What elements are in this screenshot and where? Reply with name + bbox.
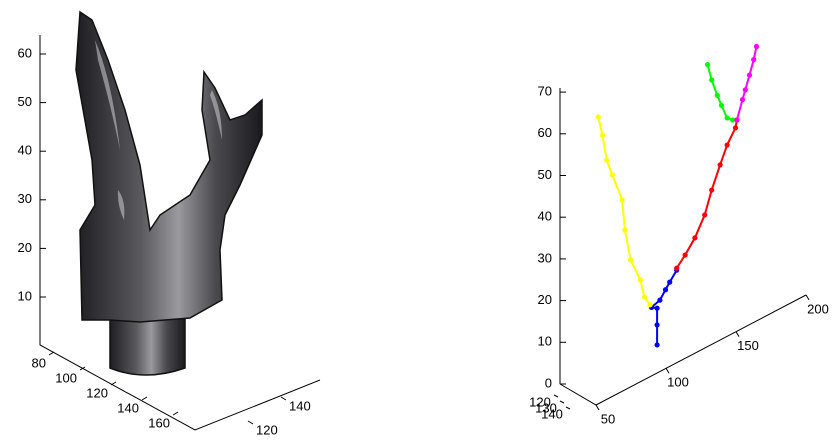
point: [751, 57, 756, 62]
z-tick-label: 30: [18, 191, 32, 206]
point: [718, 162, 723, 167]
y-tick: [566, 407, 570, 409]
point: [667, 280, 672, 285]
z-tick-label: 50: [18, 94, 32, 109]
point: [642, 295, 647, 300]
series-line: [677, 120, 737, 268]
point: [622, 228, 627, 233]
x-tick-label: 80: [32, 355, 46, 370]
z-tick-label: 50: [538, 167, 552, 182]
figure: 10 20 30 40 50 60 80 100 120 140 160 120 140 0 10 20 30 4…: [0, 0, 839, 444]
z-tick-label: 40: [18, 143, 32, 158]
x-tick-label: 200: [807, 301, 829, 316]
point: [725, 142, 730, 147]
point: [709, 187, 714, 192]
point: [674, 266, 679, 271]
x-tick-label: 140: [117, 400, 139, 415]
z-tick-label: 20: [18, 240, 32, 255]
y-tick: [554, 395, 558, 397]
y-tick-label: 140: [541, 406, 563, 421]
point: [725, 115, 730, 120]
y-tick: [281, 397, 286, 400]
series-line: [708, 65, 733, 120]
z-tick-label: 70: [538, 84, 552, 99]
x-tick: [596, 405, 599, 410]
surface-shape: [76, 12, 262, 322]
x-tick: [49, 352, 54, 355]
point: [638, 277, 643, 282]
point: [663, 287, 668, 292]
point: [715, 93, 720, 98]
point: [610, 172, 615, 177]
point: [743, 87, 748, 92]
point: [683, 252, 688, 257]
point: [734, 117, 739, 122]
x-tick: [173, 412, 178, 415]
point: [655, 322, 660, 327]
point: [620, 197, 625, 202]
left-plot: [40, 12, 320, 430]
point: [754, 44, 759, 49]
y-tick-label: 140: [289, 398, 311, 413]
point: [719, 103, 724, 108]
x-tick: [806, 295, 809, 300]
point: [655, 306, 660, 311]
point: [628, 257, 633, 262]
point: [648, 302, 653, 307]
z-tick-label: 40: [538, 209, 552, 224]
point: [740, 97, 745, 102]
point: [692, 235, 697, 240]
z-tick-label: 10: [18, 288, 32, 303]
point: [596, 114, 601, 119]
point: [655, 342, 660, 347]
point: [702, 212, 707, 217]
point: [733, 125, 738, 130]
axis-box: [560, 88, 806, 405]
point: [600, 133, 605, 138]
x-tick-label: 100: [667, 375, 689, 390]
x-tick-label: 150: [737, 338, 759, 353]
z-tick-label: 30: [538, 250, 552, 265]
y-tick-label: 120: [256, 422, 278, 437]
x-tick: [736, 332, 739, 337]
y-tick: [560, 401, 564, 403]
x-tick: [666, 368, 669, 373]
x-tick-label: 120: [86, 385, 108, 400]
x-tick-label: 160: [148, 415, 170, 430]
point: [709, 77, 714, 82]
z-tick-label: 20: [538, 292, 552, 307]
z-tick-label: 60: [538, 125, 552, 140]
z-tick-label: 10: [538, 334, 552, 349]
right-plot: [560, 88, 806, 405]
page: 10 20 30 40 50 60 80 100 120 140 160 120 140 0 10 20 30 4…: [0, 0, 839, 444]
point: [747, 73, 752, 78]
point: [705, 62, 710, 67]
y-tick: [248, 421, 253, 424]
x-tick: [142, 397, 147, 400]
x-tick: [111, 382, 116, 385]
x-tick-label: 100: [55, 370, 77, 385]
series-line: [598, 117, 650, 305]
x-tick-label: 50: [601, 411, 615, 426]
z-tick-label: 60: [18, 45, 32, 60]
point: [657, 298, 662, 303]
point: [604, 158, 609, 163]
z-tick-label: 0: [545, 375, 552, 390]
